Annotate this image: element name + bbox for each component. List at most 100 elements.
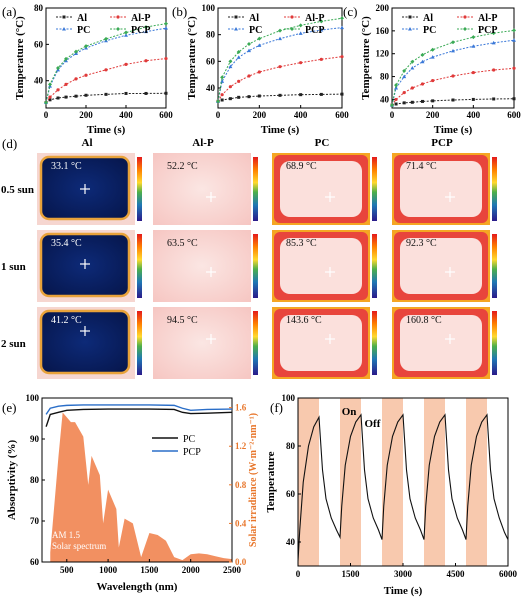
series-line-pcp — [217, 17, 343, 102]
data-point — [340, 55, 344, 59]
data-point — [56, 88, 60, 92]
data-point — [237, 95, 241, 99]
data-point — [104, 68, 108, 72]
data-point — [299, 93, 303, 97]
data-point — [394, 97, 398, 102]
y-tick-label: 40 — [34, 76, 44, 86]
data-point — [64, 95, 68, 99]
y-tick-label: 60 — [286, 489, 296, 499]
temperature-reading: 52.2 °C — [167, 161, 198, 172]
data-point — [220, 98, 224, 102]
data-point — [278, 65, 282, 69]
data-point — [431, 78, 435, 83]
data-point — [124, 91, 128, 95]
legend-label: PCP — [305, 25, 324, 36]
y-tick-label: 80 — [286, 441, 296, 451]
x-tick-label: 0 — [390, 110, 395, 120]
x-axis-label: Time (s) — [434, 124, 473, 136]
x-tick-label: 6000 — [499, 569, 518, 579]
thermal-image: 35.4 °C — [37, 230, 142, 302]
data-point — [228, 85, 232, 89]
x-tick-label: 0 — [44, 110, 49, 120]
data-point — [48, 82, 52, 87]
color-scale-bar — [492, 157, 497, 221]
data-point — [299, 61, 303, 65]
annotation: AM 1.5 — [52, 530, 81, 540]
legend-marker — [408, 15, 412, 19]
series-line-pc — [217, 27, 343, 102]
y-right-tick-label: 1.2 — [235, 441, 247, 451]
column-header: Al — [82, 137, 93, 149]
y-tick-label: 60 — [34, 39, 44, 49]
data-point — [410, 100, 414, 104]
sample-cold-region — [39, 309, 131, 375]
data-point — [84, 73, 88, 77]
data-point — [492, 97, 496, 101]
data-point — [420, 59, 425, 64]
legend-label: Al — [249, 13, 259, 24]
thermal-image: 68.9 °C — [272, 153, 377, 225]
color-scale-bar — [253, 311, 258, 375]
temperature-reading: 63.5 °C — [167, 238, 198, 249]
temperature-reading: 35.4 °C — [51, 238, 82, 249]
legend-marker — [234, 15, 238, 19]
data-point — [257, 43, 262, 47]
series-line-pc — [45, 27, 167, 103]
y-axis-label: Absorptivity (%) — [6, 439, 18, 520]
y-axis-label: Temperature (°C) — [14, 16, 26, 100]
data-point — [228, 97, 232, 101]
data-point — [247, 48, 251, 53]
temperature-reading: 41.2 °C — [51, 315, 82, 326]
y-tick-label: 40 — [380, 94, 390, 104]
color-scale-bar — [492, 234, 497, 298]
data-point — [390, 103, 394, 108]
data-point — [44, 100, 48, 105]
legend-label: PC — [249, 25, 262, 36]
data-point — [278, 93, 282, 97]
x-axis-label: Wavelength (nm) — [97, 581, 178, 593]
data-point — [420, 52, 425, 57]
data-point — [164, 91, 168, 95]
legend-marker — [290, 15, 294, 19]
legend-label: PCP — [183, 447, 201, 458]
data-point — [319, 57, 323, 61]
data-point — [228, 59, 233, 64]
thermal-background — [153, 153, 251, 225]
thermal-image: 143.6 °C — [272, 307, 377, 379]
data-point — [512, 28, 516, 33]
series-line-pcp — [391, 29, 515, 106]
data-point — [164, 21, 168, 26]
x-tick-label: 200 — [79, 110, 93, 120]
data-point — [278, 28, 282, 33]
y-axis-label: Temperature — [265, 451, 277, 512]
data-point — [278, 36, 282, 41]
y-tick-label: 70 — [30, 516, 40, 526]
sample-hot-region — [280, 161, 362, 217]
y-tick-label: 100 — [26, 393, 40, 403]
panel-label-c: (c) — [343, 4, 357, 19]
data-point — [144, 59, 148, 63]
y-right-tick-label: 0.8 — [235, 480, 247, 490]
data-point — [298, 23, 303, 28]
solar-spectrum-area — [50, 412, 233, 562]
y-right-tick-label: 1.6 — [235, 403, 247, 413]
data-point — [48, 95, 52, 99]
data-point — [247, 95, 251, 99]
x-tick-label: 4500 — [447, 569, 466, 579]
data-point — [220, 75, 225, 80]
y-tick-label: 60 — [30, 557, 40, 567]
data-point — [64, 56, 68, 61]
chart-c: 0 200 400 600 40 80 120 160 200 Time (s) Temperatu… — [360, 3, 521, 136]
legend-marker — [62, 15, 66, 19]
sample-hot-region — [400, 161, 482, 217]
data-point — [298, 31, 303, 35]
data-point — [124, 62, 128, 66]
sample-hot-region — [400, 238, 482, 294]
data-point — [394, 86, 399, 90]
x-tick-label: 1500 — [140, 565, 159, 575]
data-point — [471, 70, 475, 75]
sample-hot-region — [400, 315, 482, 371]
x-tick-label: 600 — [335, 110, 349, 120]
color-scale-bar — [253, 234, 258, 298]
data-point — [236, 55, 241, 59]
